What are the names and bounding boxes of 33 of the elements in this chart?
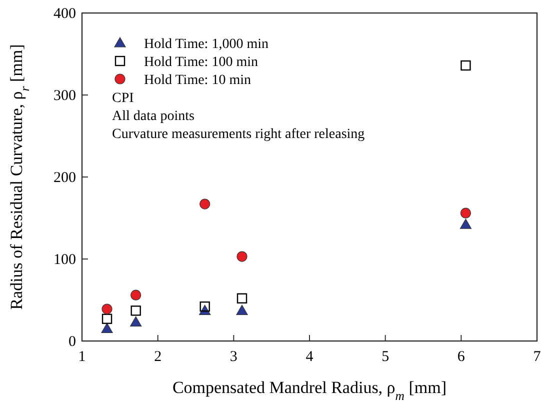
point <box>130 290 142 300</box>
x-tick-label: 5 <box>382 349 390 365</box>
x-axis-title: Compensated Mandrel Radius, ρ$_{m}$ [mm] <box>172 378 447 403</box>
y-tick-label: 200 <box>54 170 76 186</box>
x-tick-label: 4 <box>306 349 314 365</box>
x-tick-label: 1 <box>78 349 86 365</box>
point <box>200 301 210 312</box>
point <box>130 306 141 316</box>
annotation: Curvature measurements right after releasing <box>112 127 365 142</box>
point <box>101 322 113 333</box>
point <box>460 208 472 218</box>
point <box>236 304 248 315</box>
point <box>460 218 472 229</box>
annotation: CPI <box>112 91 134 106</box>
y-tick-label: 100 <box>54 252 76 268</box>
point <box>236 293 248 304</box>
point <box>460 60 471 71</box>
point <box>200 198 210 210</box>
y-tick-label: 400 <box>54 6 76 22</box>
point <box>102 304 112 314</box>
legend-label: Hold Time: 100 min <box>144 55 258 70</box>
y-tick-label: 300 <box>54 88 76 104</box>
legend-label: Hold Time: 1,000 min <box>144 37 268 52</box>
point <box>130 316 142 326</box>
x-tick-label: 6 <box>457 349 466 365</box>
x-tick-label: 2 <box>154 349 162 365</box>
point <box>236 251 248 262</box>
x-tick-label: 7 <box>533 349 541 365</box>
x-tick-label: 3 <box>230 349 238 365</box>
annotation: All data points <box>112 109 194 124</box>
point <box>102 314 112 324</box>
y-tick-label: 0 <box>68 334 76 350</box>
legend-label: Hold Time: 10 min <box>144 73 251 88</box>
